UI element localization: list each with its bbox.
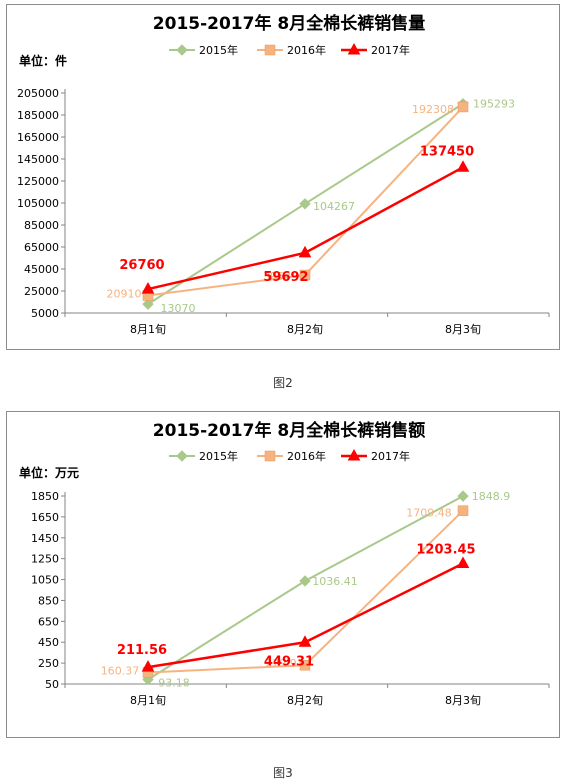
y-tick-label: 1450 <box>31 532 59 545</box>
data-point <box>456 556 470 569</box>
legend-label: 2017年 <box>371 43 410 57</box>
y-tick-label: 65000 <box>24 241 59 254</box>
data-label: 211.56 <box>117 643 167 658</box>
legend-label: 2015年 <box>199 449 238 463</box>
legend-label: 2016年 <box>287 449 326 463</box>
y-tick-label: 650 <box>38 615 59 628</box>
series-2016年 <box>142 101 469 301</box>
data-point <box>298 245 312 258</box>
x-tick-label: 8月2旬 <box>287 694 323 707</box>
chart-title: 2015-2017年 8月全棉长裤销售量 <box>153 13 425 34</box>
y-tick-label: 145000 <box>17 153 59 166</box>
y-tick-label: 5000 <box>31 307 59 320</box>
data-point <box>457 490 469 502</box>
data-point <box>141 282 155 294</box>
data-label: 93.18 <box>158 676 190 689</box>
legend-label: 2016年 <box>287 43 326 57</box>
y-tick-label: 50 <box>45 678 59 691</box>
data-label: 20910 <box>107 287 142 300</box>
y-tick-label: 850 <box>38 594 59 607</box>
chart-title: 2015-2017年 8月全棉长裤销售额 <box>153 420 425 441</box>
data-label: 192308 <box>412 103 454 116</box>
legend: 2015年 2016年 2017年 <box>169 42 410 57</box>
series-line <box>147 509 464 674</box>
data-point <box>299 659 311 671</box>
data-point <box>299 269 311 281</box>
y-tick-label: 250 <box>38 657 59 670</box>
x-tick-label: 8月3旬 <box>445 323 481 336</box>
legend: 2015年 2016年 2017年 <box>169 448 410 463</box>
series-2017年 <box>141 556 470 672</box>
y-tick-label: 1850 <box>31 490 59 503</box>
data-label: 449.31 <box>264 654 314 669</box>
data-point <box>457 101 469 113</box>
legend-label: 2017年 <box>371 449 410 463</box>
x-tick-label: 8月1旬 <box>130 694 166 707</box>
y-tick-label: 1650 <box>31 511 59 524</box>
y-tick-label: 205000 <box>17 87 59 100</box>
legend-marker-2015年 <box>176 44 188 56</box>
data-label: 137450 <box>420 144 474 159</box>
data-label: 13070 <box>161 302 196 315</box>
legend-marker-2016年 <box>264 44 276 56</box>
legend-marker-2017年 <box>347 42 361 55</box>
y-tick-label: 185000 <box>17 109 59 122</box>
data-point <box>299 575 311 587</box>
y-tick-label: 25000 <box>24 285 59 298</box>
data-label: 160.37 <box>101 664 140 677</box>
chart-revenue: 2015-2017年 8月全棉长裤销售额单位：万元 2015年 2016年 2017年… <box>6 411 560 738</box>
data-point <box>299 198 311 210</box>
unit-label: 单位：万元 <box>19 465 79 480</box>
data-point <box>456 160 470 172</box>
data-label: 195293 <box>473 98 515 111</box>
y-tick-label: 45000 <box>24 263 59 276</box>
data-label: 104267 <box>313 200 355 213</box>
y-tick-label: 125000 <box>17 175 59 188</box>
y-tick-label: 1050 <box>31 574 59 587</box>
y-tick-label: 1250 <box>31 553 59 566</box>
legend-marker-2017年 <box>347 448 361 461</box>
x-tick-label: 8月1旬 <box>130 323 166 336</box>
data-label: 3953 <box>263 270 291 283</box>
y-tick-label: 165000 <box>17 131 59 144</box>
data-point <box>457 505 469 516</box>
data-label: 26760 <box>119 258 164 273</box>
legend-marker-2015年 <box>176 450 188 462</box>
data-label: 1036.41 <box>312 575 358 588</box>
data-label: 1203.45 <box>416 543 475 558</box>
x-tick-label: 8月3旬 <box>445 694 481 707</box>
figure-caption-3: 图3 <box>273 766 293 780</box>
x-tick-label: 8月2旬 <box>287 323 323 336</box>
data-point <box>142 298 154 310</box>
series-2017年 <box>141 160 470 294</box>
figure-caption-2: 图2 <box>273 376 293 390</box>
data-label: 1709.48 <box>406 507 452 520</box>
data-point <box>141 660 155 672</box>
data-label: 59692 <box>263 270 308 285</box>
data-label: 229.9 <box>265 657 297 670</box>
legend-marker-2016年 <box>264 450 276 462</box>
y-tick-label: 105000 <box>17 197 59 210</box>
chart-volume: 2015-2017年 8月全棉长裤销售量单位：件 2015年 2016年 2017年 5… <box>6 4 560 350</box>
unit-label: 单位：件 <box>19 53 67 68</box>
data-point <box>298 635 312 647</box>
y-tick-label: 85000 <box>24 219 59 232</box>
data-label: 1848.9 <box>472 490 511 503</box>
legend-label: 2015年 <box>199 43 238 57</box>
y-tick-label: 450 <box>38 636 59 649</box>
